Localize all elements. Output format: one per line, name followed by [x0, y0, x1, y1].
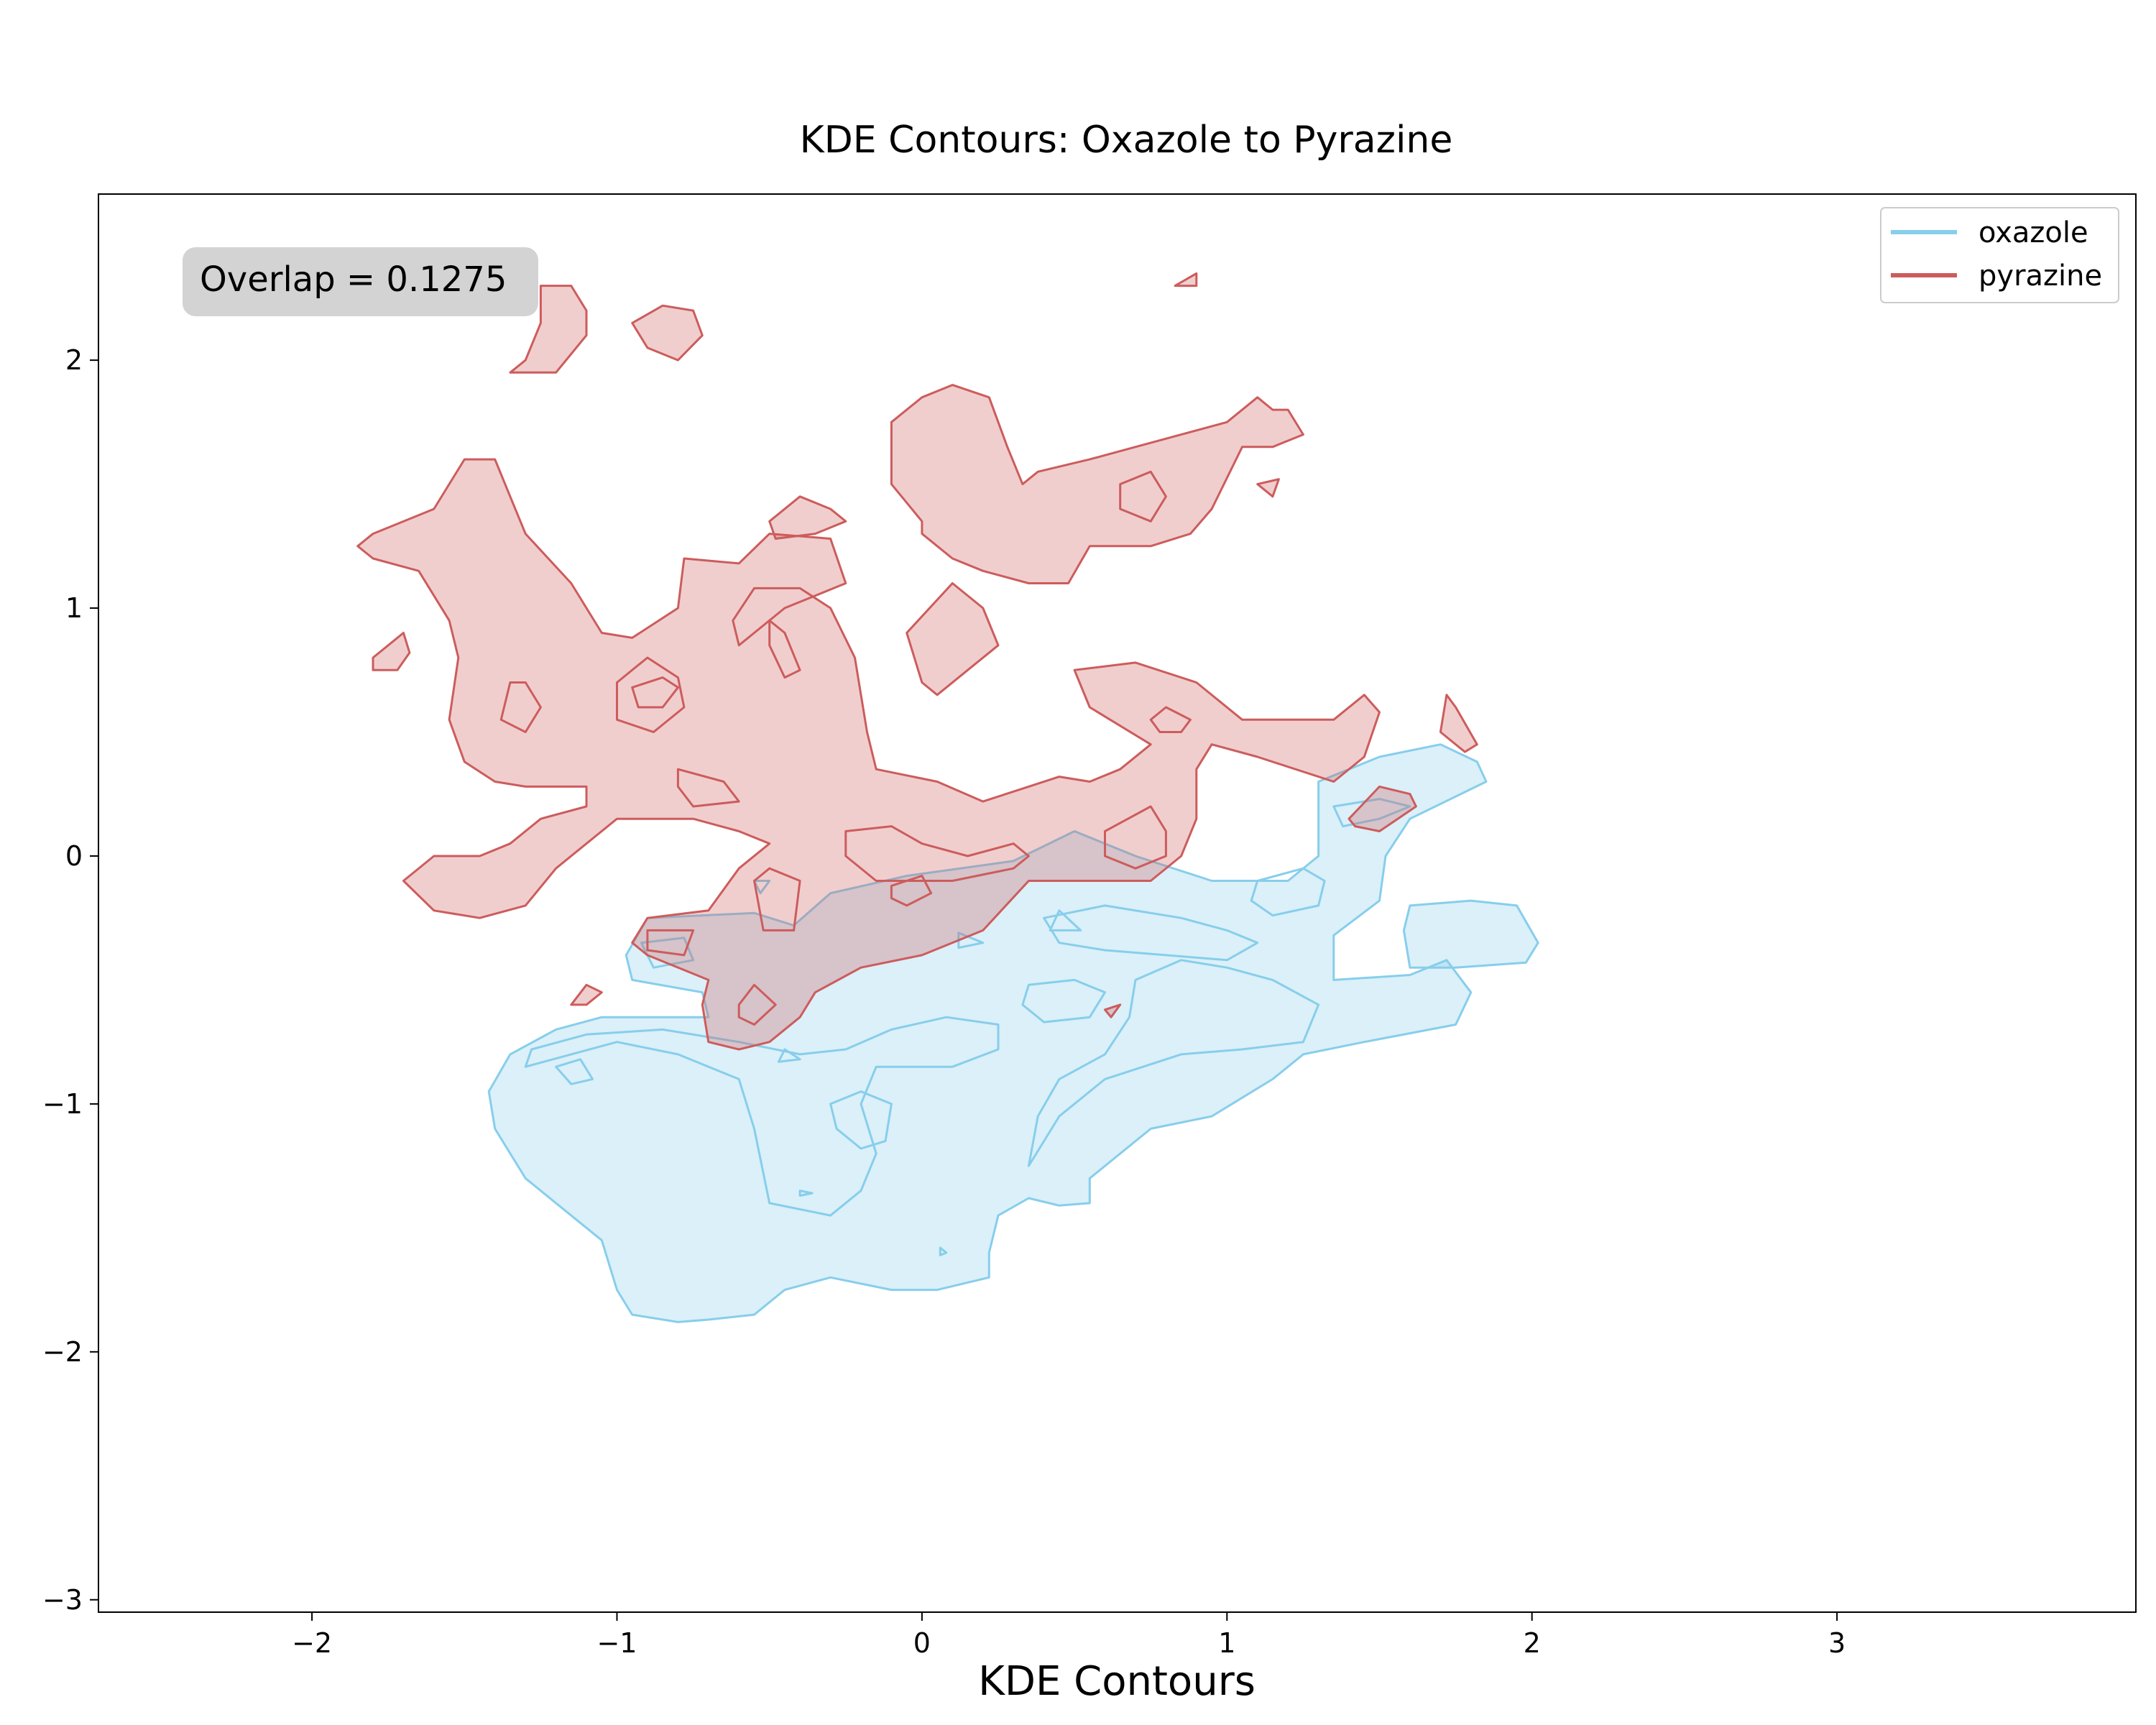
oxazole-contour-line-1: [1027, 959, 1320, 1167]
oxazole-contour-line-11: [753, 880, 771, 895]
y-axis: −3 −2 −1 0 1 2: [42, 344, 98, 1616]
series-oxazole: [487, 743, 1539, 1323]
x-tick-label: 3: [1828, 1627, 1846, 1659]
y-tick-label: −1: [42, 1088, 83, 1120]
legend-label-pyrazine: pyrazine: [1978, 259, 2102, 293]
oxazole-contour-line-12: [777, 1048, 801, 1063]
annotation-box: [183, 247, 538, 316]
x-tick-label: −1: [596, 1627, 637, 1659]
y-tick-label: −3: [42, 1584, 83, 1616]
oxazole-contour-line-7: [555, 1058, 594, 1085]
pyrazine-contour-line-8: [1149, 706, 1192, 733]
pyrazine-contour-line-2: [631, 676, 679, 709]
pyrazine-contour-line-1: [616, 656, 686, 733]
oxazole-contour-line-2: [1043, 904, 1259, 962]
pyrazine-contour-line-6: [1104, 805, 1167, 870]
pyrazine-contour-region-0: [356, 458, 1381, 1051]
y-tick-label: 0: [65, 840, 83, 872]
annotation-text: Overlap = 0.1275: [200, 259, 507, 300]
oxazole-contour-region-1: [1402, 899, 1539, 969]
oxazole-contour-line-3: [1250, 867, 1326, 917]
x-tick-label: 2: [1524, 1627, 1541, 1659]
oxazole-contour-line-8: [1332, 798, 1411, 828]
pyrazine-contour-line-0: [499, 681, 542, 733]
plot-frame: [98, 193, 2137, 1613]
oxazole-contour-line-10: [1049, 909, 1082, 932]
pyrazine-contour-region-8: [1439, 694, 1478, 753]
series-pyrazine: [356, 272, 1478, 1051]
pyrazine-contour-line-4: [768, 619, 801, 679]
legend: oxazole pyrazine: [1880, 207, 2119, 303]
pyrazine-contour-region-5: [768, 495, 847, 540]
pyrazine-contour-region-11: [570, 983, 603, 1006]
oxazole-contour-line-4: [829, 1090, 893, 1150]
overlap-annotation: Overlap = 0.1275: [183, 247, 538, 316]
x-axis-label: KDE Contours: [978, 1658, 1256, 1705]
pyrazine-contour-line-10: [737, 983, 777, 1026]
oxazole-contour-line-5: [1021, 978, 1106, 1024]
oxazole-contour-line-0: [524, 1016, 1000, 1217]
x-tick-label: 1: [1218, 1627, 1235, 1659]
contours-layer: [356, 272, 1539, 1323]
pyrazine-contour-region-10: [1256, 478, 1280, 498]
y-tick-label: −2: [42, 1336, 83, 1368]
oxazole-contour-line-13: [798, 1190, 814, 1197]
oxazole-contour-line-6: [640, 937, 695, 969]
legend-label-oxazole: oxazole: [1978, 216, 2088, 249]
y-tick-label: 1: [65, 592, 83, 624]
pyrazine-contour-region-9: [1174, 272, 1198, 288]
x-tick-label: −2: [292, 1627, 332, 1659]
pyrazine-contour-region-6: [372, 632, 411, 671]
pyrazine-contour-region-7: [1348, 785, 1417, 832]
pyrazine-contour-line-9: [753, 867, 801, 932]
pyrazine-contour-line-11: [890, 875, 933, 907]
pyrazine-contour-region-12: [1104, 1003, 1122, 1018]
pyrazine-contour-line-3: [676, 768, 740, 808]
pyrazine-contour-region-1: [890, 384, 1304, 584]
x-axis: −2 −1 0 1 2 3: [292, 1612, 1846, 1659]
chart-title: KDE Contours: Oxazole to Pyrazine: [800, 119, 1453, 162]
oxazole-contour-region-0: [487, 743, 1488, 1323]
plot-area: [98, 194, 2136, 1612]
pyrazine-contour-region-3: [509, 285, 588, 374]
y-tick-label: 2: [65, 344, 83, 376]
pyrazine-contour-region-2: [906, 582, 1000, 696]
pyrazine-contour-region-4: [631, 304, 704, 362]
pyrazine-contour-line-12: [646, 929, 695, 957]
oxazole-contour-line-14: [939, 1246, 948, 1256]
pyrazine-contour-line-7: [1119, 470, 1167, 523]
x-tick-label: 0: [913, 1627, 931, 1659]
pyrazine-contour-line-5: [844, 825, 1030, 882]
